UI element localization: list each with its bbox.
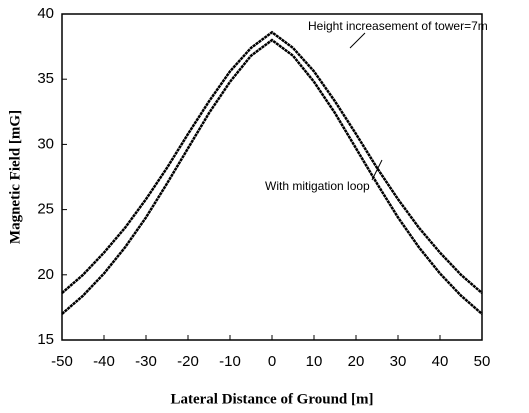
x-tick-label: 10 — [306, 353, 323, 370]
y-tick-label: 20 — [37, 266, 54, 283]
y-tick-label: 35 — [37, 70, 54, 87]
x-tick-label: 0 — [268, 353, 276, 370]
x-tick-label: 50 — [474, 353, 491, 370]
x-tick-label: -40 — [93, 353, 115, 370]
series-line — [61, 38, 483, 315]
y-axis-label: Magnetic Field [mG] — [7, 110, 23, 244]
annotation-leader — [349, 32, 366, 49]
y-tick-label: 30 — [37, 135, 54, 152]
x-tick-label: -20 — [177, 353, 199, 370]
x-tick-label: -30 — [135, 353, 157, 370]
series-annotation: Height increasement of tower=7m — [308, 19, 488, 33]
x-tick-label: -50 — [51, 353, 73, 370]
x-axis-label: Lateral Distance of Ground [m] — [170, 391, 373, 407]
x-tick-label: -10 — [219, 353, 241, 370]
y-tick-label: 15 — [37, 331, 54, 348]
series-annotation: With mitigation loop — [265, 179, 370, 193]
plot-frame — [61, 13, 483, 341]
x-tick-label: 20 — [348, 353, 365, 370]
x-tick-label: 30 — [390, 353, 407, 370]
y-tick-label: 25 — [37, 201, 54, 218]
series-line — [61, 30, 483, 294]
y-tick-label: 40 — [37, 5, 54, 22]
x-tick-label: 40 — [432, 353, 449, 370]
